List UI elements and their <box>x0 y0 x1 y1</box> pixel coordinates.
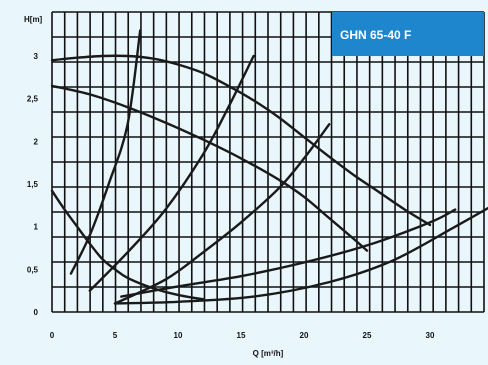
chart-title-box <box>332 12 484 56</box>
series-line-8 <box>113 206 488 305</box>
y-tick-label: 1 <box>34 223 39 232</box>
series-line-2 <box>50 84 369 252</box>
series-line-4 <box>69 29 142 275</box>
x-tick-label: 20 <box>300 331 309 340</box>
x-tick-label: 5 <box>113 331 118 340</box>
series-line-7 <box>120 208 457 298</box>
series-line-6 <box>113 123 331 305</box>
chart-title: GHN 65-40 F <box>340 28 411 42</box>
x-tick-label: 0 <box>50 331 55 340</box>
x-tick-label: 25 <box>363 331 372 340</box>
y-tick-label: 1,5 <box>27 180 39 189</box>
chart-curves <box>50 29 488 305</box>
x-tick-label: 10 <box>174 331 183 340</box>
y-tick-label: 3 <box>34 52 39 61</box>
x-tick-label: 30 <box>426 331 435 340</box>
series-line-1 <box>50 54 432 227</box>
x-tick-label: 15 <box>237 331 246 340</box>
x-axis-label: Q [m³/h] <box>253 349 284 358</box>
chart-tick-labels: 051015202530300,511,522,53 <box>27 52 435 340</box>
chart-grid <box>51 11 485 313</box>
y-axis-label: H[m] <box>24 15 43 24</box>
y-tick-label: 2 <box>34 137 39 146</box>
series-line-5 <box>88 54 255 292</box>
y-tick-label: 0 <box>34 308 39 317</box>
y-tick-label: 0,5 <box>27 265 39 274</box>
series-line-3 <box>50 189 205 301</box>
y-tick-label: 2,5 <box>27 95 39 104</box>
